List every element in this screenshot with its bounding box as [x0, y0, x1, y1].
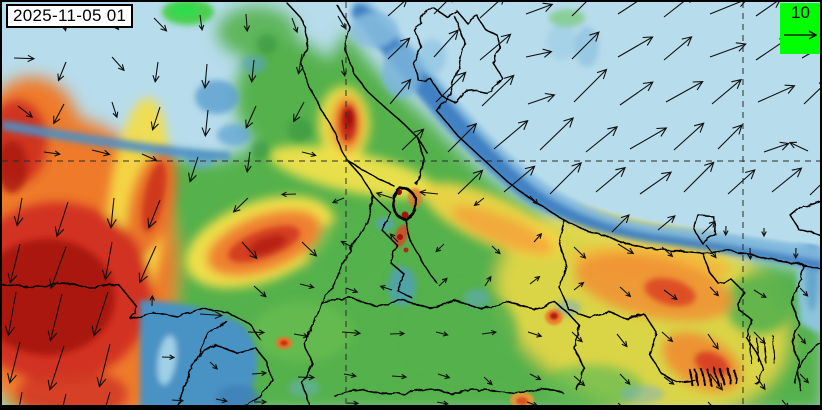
wind-arrows-layer: [4, 2, 820, 405]
reference-wind-arrow-icon: [783, 30, 817, 40]
wind-reference-box: 10: [780, 3, 820, 54]
timestamp-label: 2025-11-05 01: [13, 6, 127, 25]
wind-reference-value: 10: [791, 3, 810, 22]
timestamp-box: 2025-11-05 01: [6, 4, 134, 28]
